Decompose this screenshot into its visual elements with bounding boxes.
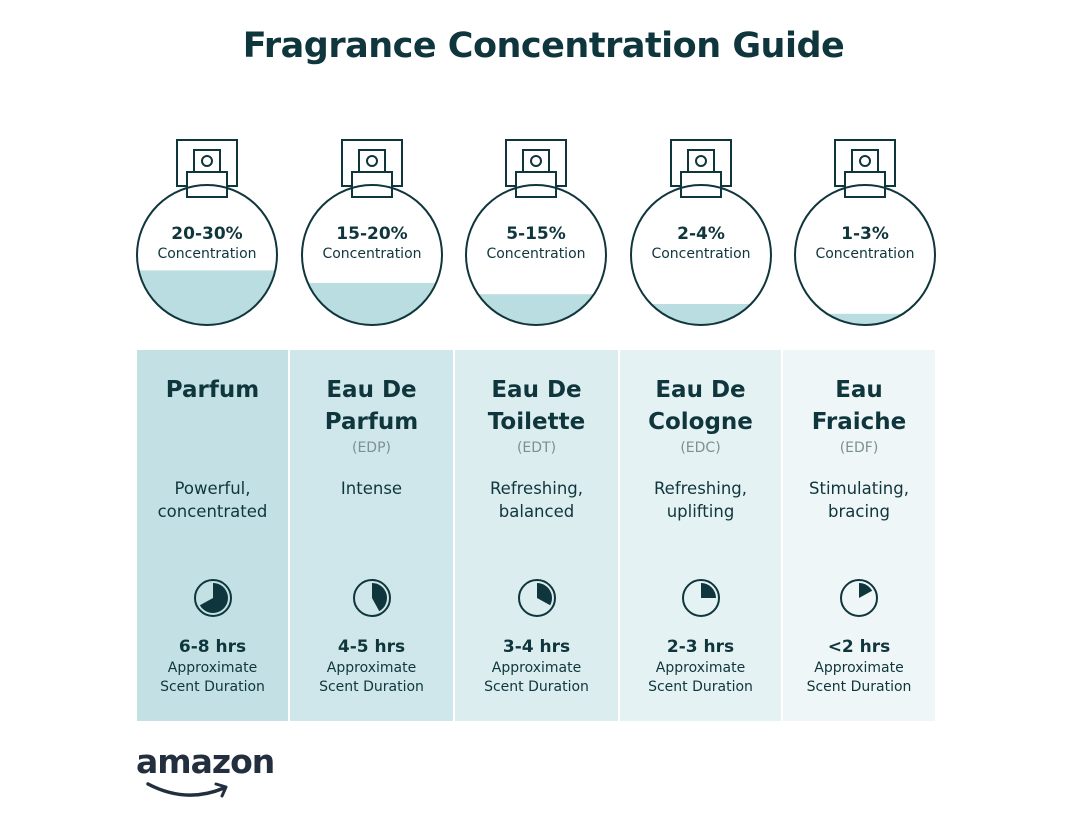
concentration-label: Concentration (651, 246, 751, 262)
bottle-icon (630, 139, 772, 326)
fragrance-abbreviation: (EDT) (516, 440, 557, 456)
perfume-bottle: 15-20% Concentration (292, 136, 452, 336)
concentration-label: Concentration (486, 246, 586, 262)
clock-pie-icon (352, 579, 391, 617)
fragrance-description: Stimulating, bracing (809, 479, 909, 521)
clock-pie-fill (859, 583, 873, 598)
clock-pie-fill (700, 583, 716, 598)
bottle-icon (465, 139, 607, 326)
duration-label: Approximate Scent Duration (806, 660, 912, 695)
fragrance-description: Refreshing, balanced (489, 479, 584, 521)
concentration-label: Concentration (157, 246, 257, 262)
clock-pie-icon (681, 579, 720, 617)
fragrance-description: Powerful, concentrated (157, 479, 268, 521)
duration-label: Approximate Scent Duration (648, 660, 753, 695)
duration-value: 2-3 hrs (666, 637, 735, 657)
fragrance-column: Eau Fraiche (EDF) Stimulating, bracing <2 … (783, 350, 935, 721)
fragrance-name: Parfum (165, 377, 260, 403)
concentration-value: 1-3% (841, 224, 889, 244)
clock-pie-icon (840, 579, 878, 617)
concentration-label: Concentration (815, 246, 915, 262)
clock-pie-icon (193, 579, 232, 617)
fragrance-column: Eau De Cologne (EDC) Refreshing, uplifting… (620, 350, 781, 721)
duration-label: Approximate Scent Duration (319, 660, 424, 695)
fragrance-abbreviation: (EDP) (352, 440, 391, 456)
concentration-value: 5-15% (506, 224, 566, 244)
concentration-label: Concentration (322, 246, 422, 262)
clock-pie-fill (199, 583, 228, 613)
liquid-level (796, 313, 934, 324)
perfume-bottle: 20-30% Concentration (127, 136, 287, 336)
fragrance-column: Eau De Toilette (EDT) Refreshing, balanced… (455, 350, 618, 721)
fragrance-abbreviation: (EDC) (680, 440, 721, 456)
perfume-bottle: 2-4% Concentration (621, 136, 781, 336)
page-title: Fragrance Concentration Guide (242, 26, 845, 66)
fragrance-name: Eau De Cologne (648, 377, 753, 435)
amazon-logo-text: amazon (136, 742, 275, 781)
bottle-icon (794, 139, 936, 326)
amazon-smile-icon (146, 782, 228, 798)
duration-value: 3-4 hrs (502, 637, 571, 657)
liquid-level (467, 294, 605, 324)
duration-value: 6-8 hrs (178, 637, 247, 657)
duration-value: <2 hrs (827, 637, 891, 657)
fragrance-name: Eau De Parfum (324, 377, 419, 435)
bottle-icon (301, 139, 443, 326)
fragrance-column: Eau De Parfum (EDP) Intense 4-5 hrs Appro… (290, 350, 453, 721)
clock-pie-fill (371, 583, 387, 612)
bottle-icon (136, 139, 278, 326)
clock-pie-icon (517, 579, 556, 617)
amazon-logo: amazon (136, 742, 286, 804)
duration-label: Approximate Scent Duration (160, 660, 265, 695)
fragrance-abbreviation: (EDF) (839, 440, 879, 456)
fragrance-description: Refreshing, uplifting (653, 479, 748, 521)
perfume-bottle: 5-15% Concentration (456, 136, 616, 336)
duration-value: 4-5 hrs (337, 637, 406, 657)
liquid-level (138, 270, 276, 324)
concentration-value: 20-30% (171, 224, 243, 244)
fragrance-name: Eau Fraiche (811, 377, 907, 435)
fragrance-column: Parfum Powerful, concentrated 6-8 hrs App… (137, 350, 288, 721)
fragrance-description: Intense (340, 479, 403, 498)
concentration-value: 2-4% (677, 224, 725, 244)
concentration-value: 15-20% (336, 224, 408, 244)
liquid-level (303, 283, 441, 324)
perfume-bottle: 1-3% Concentration (785, 136, 945, 336)
liquid-level (632, 304, 770, 324)
clock-pie-fill (536, 583, 552, 606)
fragrance-name: Eau De Toilette (487, 377, 586, 435)
duration-label: Approximate Scent Duration (484, 660, 589, 695)
